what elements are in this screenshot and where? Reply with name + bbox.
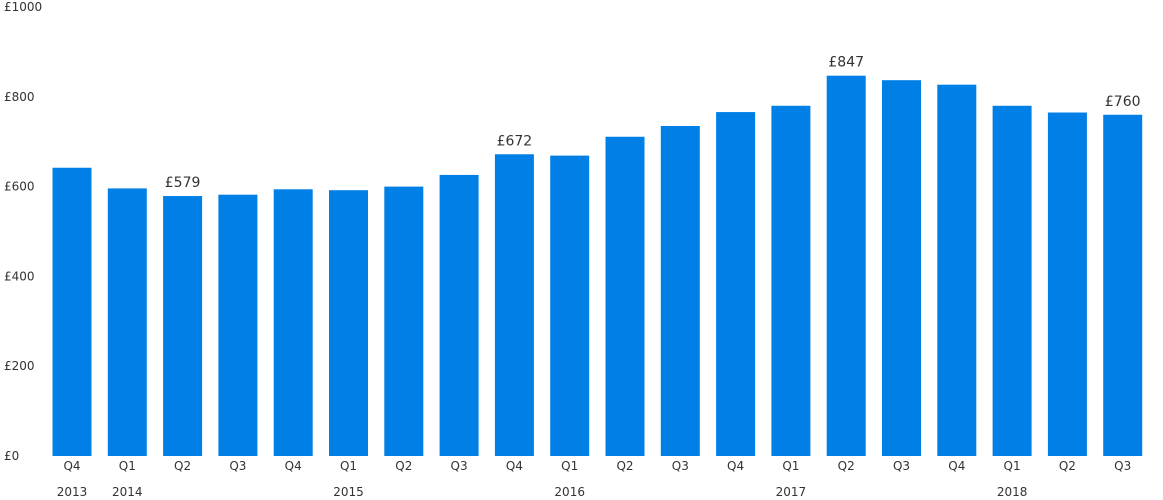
bar: [163, 196, 203, 456]
x-tick-label: Q4: [727, 459, 744, 473]
year-label: 2013: [57, 485, 88, 499]
x-tick-label: Q1: [119, 459, 136, 473]
data-label: £672: [497, 133, 533, 149]
x-tick-label: Q2: [1059, 459, 1076, 473]
bar: [273, 189, 313, 457]
bar: [605, 136, 645, 456]
year-label: 2018: [997, 485, 1028, 499]
x-tick-label: Q3: [672, 459, 689, 473]
data-label: £847: [828, 55, 864, 71]
x-tick-label: Q2: [395, 459, 412, 473]
bar: [1047, 112, 1087, 456]
x-tick-label: Q4: [63, 459, 80, 473]
bar: [52, 167, 92, 457]
y-tick-label: £600: [4, 180, 35, 194]
bar: [1103, 114, 1143, 456]
bar: [771, 105, 811, 456]
x-tick-label: Q3: [229, 459, 246, 473]
bars: [52, 75, 1143, 457]
y-tick-label: £0: [4, 449, 19, 463]
x-tick-label: Q3: [893, 459, 910, 473]
y-tick-label: £800: [4, 90, 35, 104]
x-tick-label: Q2: [174, 459, 191, 473]
x-tick-label: Q3: [1114, 459, 1131, 473]
bar: [494, 154, 534, 456]
bar: [660, 125, 700, 457]
year-label: 2015: [333, 485, 364, 499]
x-tick-label: Q1: [340, 459, 357, 473]
y-tick-label: £200: [4, 359, 35, 373]
bar: [937, 84, 977, 457]
x-tick-label: Q1: [782, 459, 799, 473]
x-tick-label: Q4: [506, 459, 523, 473]
x-tick-label: Q2: [838, 459, 855, 473]
bar: [826, 75, 866, 456]
x-tick-label: Q4: [285, 459, 302, 473]
x-tick-label: Q3: [451, 459, 468, 473]
year-label: 2017: [776, 485, 807, 499]
year-labels: 2013 2014 2015 2016 2017 2018: [57, 485, 1028, 499]
x-axis: Q4 Q1 Q2 Q3 Q4 Q1 Q2 Q3 Q4 Q1 Q2 Q3 Q4 Q1 Q2 Q3 Q4 Q1 Q2 Q3: [63, 459, 1131, 473]
y-tick-label: £400: [4, 269, 35, 283]
bar: [992, 105, 1032, 456]
x-tick-label: Q2: [616, 459, 633, 473]
bar: [439, 174, 479, 456]
bar: [550, 155, 590, 456]
y-axis: £0 £200 £400 £600 £800 £1000: [4, 0, 42, 463]
x-tick-label: Q4: [948, 459, 965, 473]
data-labels: £579 £672 £847 £760: [165, 55, 1141, 191]
data-label: £760: [1105, 94, 1141, 110]
bar: [384, 186, 424, 456]
data-label: £579: [165, 175, 201, 191]
bar: [329, 190, 368, 456]
year-label: 2014: [112, 485, 143, 499]
year-label: 2016: [554, 485, 585, 499]
y-tick-label: £1000: [4, 0, 42, 14]
bar: [716, 112, 756, 456]
bar: [107, 188, 147, 456]
x-tick-label: Q1: [561, 459, 578, 473]
bar: [882, 80, 921, 456]
bar: [218, 194, 258, 456]
x-tick-label: Q1: [1004, 459, 1021, 473]
